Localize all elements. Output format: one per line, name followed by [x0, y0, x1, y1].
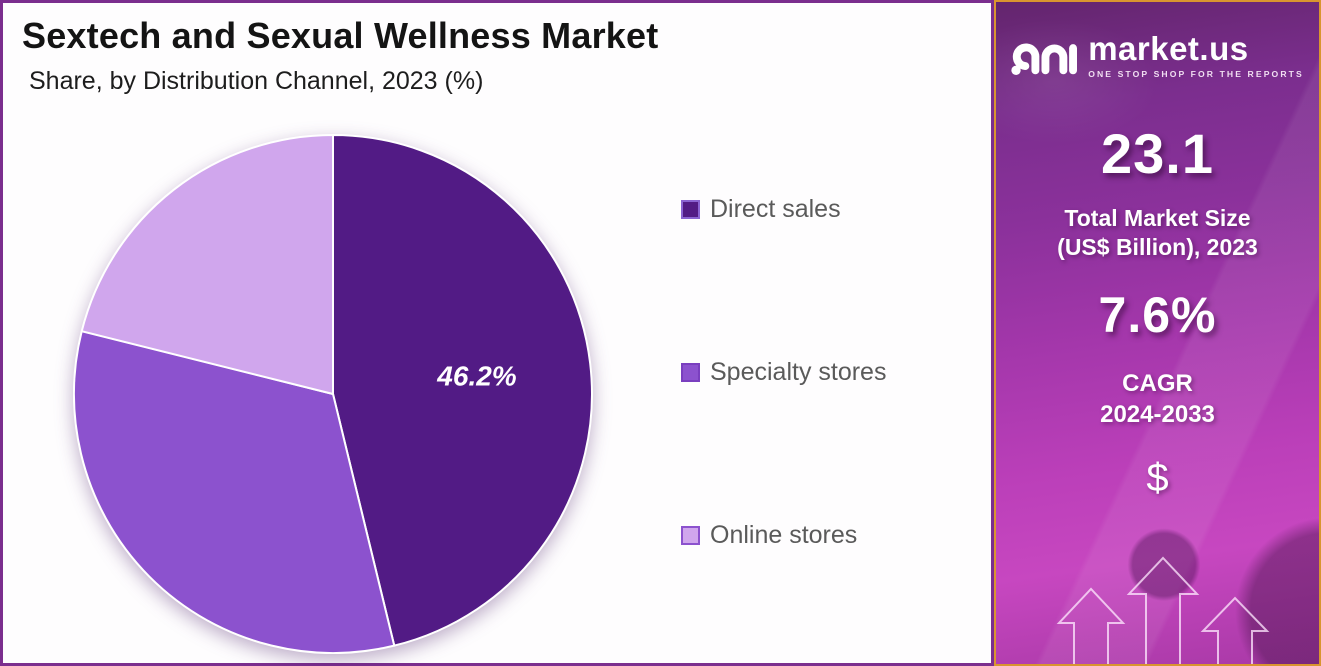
brand-tagline: ONE STOP SHOP FOR THE REPORTS [1088, 69, 1304, 79]
pie-slice-online-stores [80, 134, 334, 395]
pie-chart: 46.2% [68, 129, 598, 659]
brand-name: market.us [1088, 30, 1249, 67]
growth-arrows-icon [1056, 556, 1270, 664]
marketus-logo-icon [1011, 43, 1078, 75]
pie-slice-direct-sales [332, 134, 593, 647]
legend-item-direct-sales: Direct sales [681, 195, 886, 224]
brand-logo: market.us ONE STOP SHOP FOR THE REPORTS [996, 2, 1319, 79]
chart-panel: Sextech and Sexual Wellness Market Share… [0, 0, 994, 666]
legend-item-specialty-stores: Specialty stores [681, 358, 886, 387]
legend-swatch-icon [681, 363, 700, 382]
legend-label: Direct sales [710, 195, 841, 223]
dollar-icon: $ [1146, 455, 1169, 500]
legend-item-online-stores: Online stores [681, 521, 886, 550]
pie-slice-specialty-stores [73, 330, 396, 654]
cagr-value: 7.6% [1098, 286, 1217, 343]
market-size-value: 23.1 [1101, 122, 1214, 185]
legend-swatch-icon [681, 526, 700, 545]
chart-subtitle: Share, by Distribution Channel, 2023 (%) [29, 67, 484, 95]
legend: Direct sales Specialty stores Online store… [681, 195, 886, 550]
chart-title: Sextech and Sexual Wellness Market [22, 15, 659, 56]
legend-swatch-icon [681, 200, 700, 219]
legend-label: Specialty stores [710, 358, 887, 386]
brand-sidebar: market.us ONE STOP SHOP FOR THE REPORTS … [994, 0, 1321, 666]
market-size-label: Total Market Size (US$ Billion), 2023 [1057, 205, 1258, 260]
cagr-label: CAGR 2024-2033 [1100, 369, 1215, 428]
pie-percent-label: 46.2% [436, 361, 516, 392]
pie-chart-svg: 46.2% [73, 134, 593, 654]
legend-label: Online stores [710, 521, 858, 549]
